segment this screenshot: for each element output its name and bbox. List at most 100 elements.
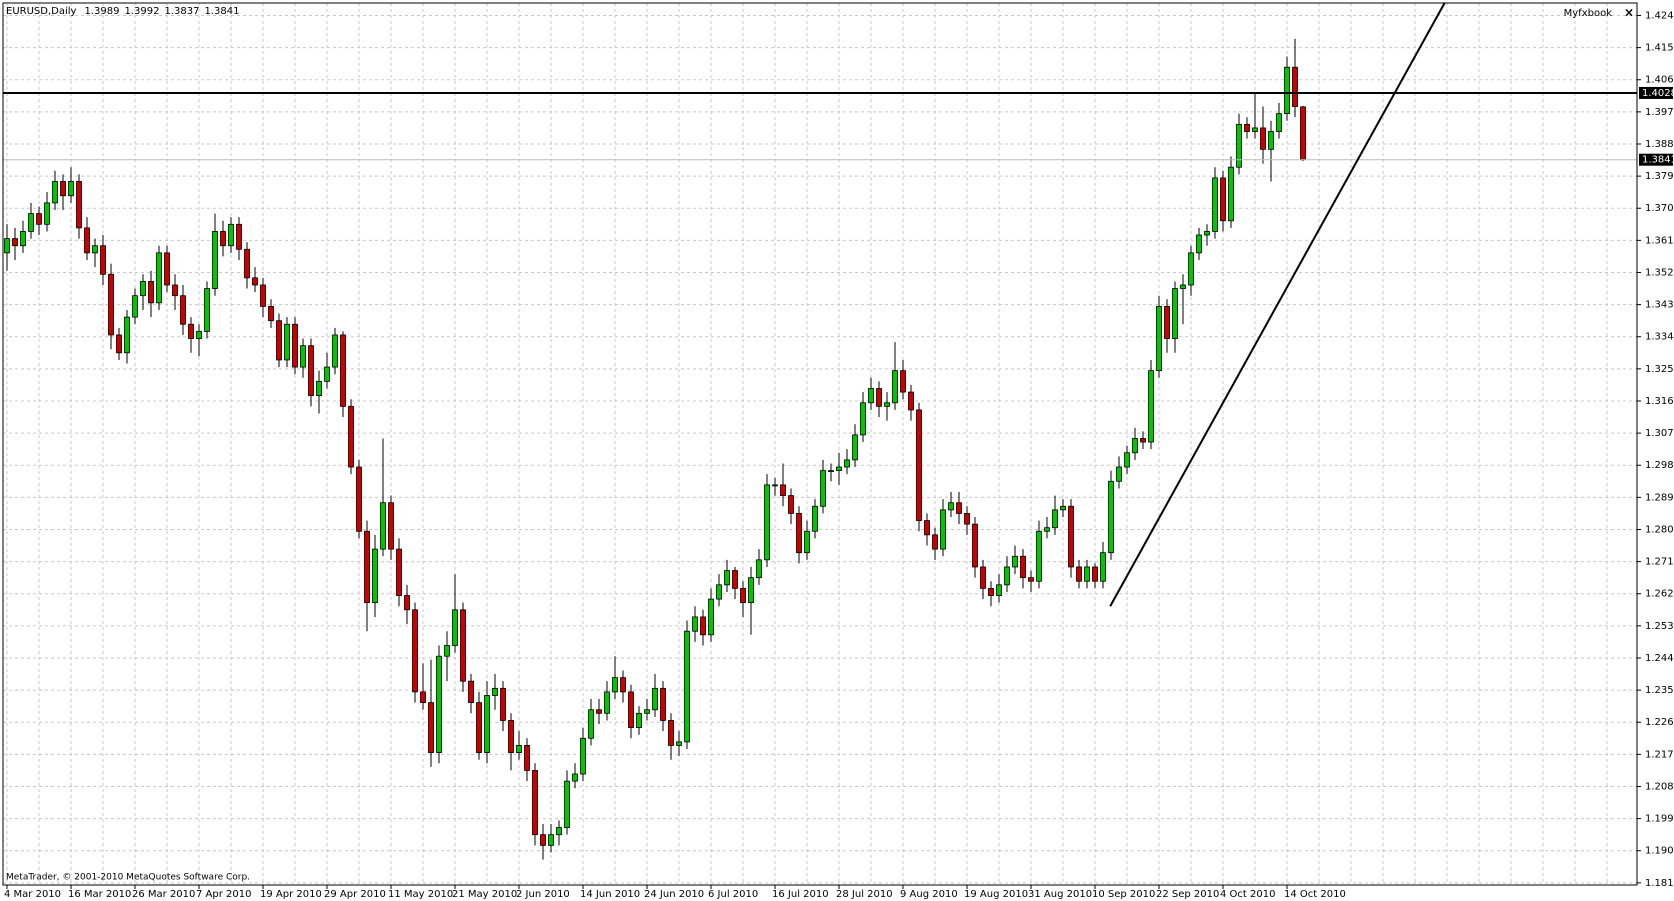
candle-body bbox=[1204, 231, 1210, 236]
candle-body bbox=[1188, 252, 1194, 286]
candle-body bbox=[1252, 127, 1258, 132]
candle-body bbox=[948, 502, 954, 511]
candle-body bbox=[500, 687, 506, 721]
x-tick-label: 19 Aug 2010 bbox=[964, 889, 1028, 900]
y-tick-label: 1.3345 bbox=[1645, 332, 1674, 343]
candle-body bbox=[252, 277, 258, 286]
candle-body bbox=[1156, 305, 1162, 372]
candle-body bbox=[1228, 166, 1234, 222]
candle-body bbox=[548, 834, 554, 846]
candle-body bbox=[572, 773, 578, 782]
candle-body bbox=[124, 316, 130, 354]
candle-body bbox=[588, 709, 594, 739]
header: EURUSD,Daily 1.3989 1.3992 1.3837 1.3841 bbox=[6, 6, 239, 17]
candle-body bbox=[12, 238, 18, 247]
candle-body bbox=[860, 402, 866, 436]
candle-body bbox=[876, 388, 882, 407]
candle-body bbox=[740, 587, 746, 604]
y-tick-label: 1.3525 bbox=[1645, 267, 1674, 278]
candle-body bbox=[1292, 66, 1298, 107]
x-tick-label: 24 Jun 2010 bbox=[644, 889, 704, 900]
x-tick-label: 7 Apr 2010 bbox=[196, 889, 251, 900]
candle-body bbox=[20, 231, 26, 247]
x-tick-label: 22 Sep 2010 bbox=[1156, 889, 1219, 900]
y-tick-label: 1.2445 bbox=[1645, 653, 1674, 664]
candle-body bbox=[684, 630, 690, 743]
x-tick-label: 6 Jul 2010 bbox=[708, 889, 758, 900]
candle-body bbox=[828, 470, 834, 472]
candle-body bbox=[1260, 127, 1266, 150]
plot-frame bbox=[2, 2, 1638, 886]
x-tick-label: 11 May 2010 bbox=[388, 889, 453, 900]
candle-body bbox=[596, 709, 602, 714]
candle-body bbox=[1140, 438, 1146, 443]
x-tick-label: 29 Apr 2010 bbox=[324, 889, 386, 900]
candle-body bbox=[748, 577, 754, 604]
x-tick-label: 16 Jul 2010 bbox=[772, 889, 829, 900]
candle-body bbox=[772, 484, 778, 487]
candle-body bbox=[1036, 530, 1042, 582]
candle-body bbox=[52, 181, 58, 204]
candle-body bbox=[268, 305, 274, 322]
candle-body bbox=[196, 330, 202, 339]
open-price: 1.3989 bbox=[84, 6, 119, 17]
candle-body bbox=[900, 370, 906, 393]
x-tick-label: 28 Jul 2010 bbox=[836, 889, 893, 900]
candle-body bbox=[780, 484, 786, 496]
y-tick-label: 1.2715 bbox=[1645, 557, 1674, 568]
candle-body bbox=[1044, 527, 1050, 532]
candle-body bbox=[756, 559, 762, 579]
footer: MetaTrader, © 2001-2010 MetaQuotes Softw… bbox=[6, 873, 250, 883]
candle-body bbox=[4, 238, 10, 254]
candle-body bbox=[28, 213, 34, 232]
candle-body bbox=[372, 548, 378, 604]
low-price: 1.3837 bbox=[164, 6, 199, 17]
candle-body bbox=[484, 695, 490, 753]
candle-body bbox=[324, 366, 330, 382]
candle-body bbox=[1172, 288, 1178, 339]
candle-body bbox=[356, 466, 362, 532]
x-tick-label: 2 Jun 2010 bbox=[516, 889, 570, 900]
candle-body bbox=[1244, 123, 1250, 132]
candle-body bbox=[708, 598, 714, 636]
candle-body bbox=[540, 834, 546, 846]
candle-body bbox=[820, 470, 826, 507]
candle-body bbox=[940, 509, 946, 550]
candle-body bbox=[1076, 566, 1082, 582]
candle-body bbox=[348, 405, 354, 468]
candle-body bbox=[36, 213, 42, 225]
candle-body bbox=[164, 252, 170, 286]
x-tick-label: 19 Apr 2010 bbox=[260, 889, 322, 900]
candle-body bbox=[364, 530, 370, 604]
y-tick-label: 1.4065 bbox=[1645, 75, 1674, 86]
candle-body bbox=[1012, 555, 1018, 568]
y-tick-label: 1.2355 bbox=[1645, 685, 1674, 696]
candle-body bbox=[204, 288, 210, 332]
candle-body bbox=[1276, 113, 1282, 132]
y-tick-label: 1.3975 bbox=[1645, 107, 1674, 118]
candle-body bbox=[524, 745, 530, 771]
candle-body bbox=[84, 227, 90, 254]
candle-body bbox=[884, 402, 890, 407]
y-tick-label: 1.1815 bbox=[1645, 878, 1674, 889]
close-button[interactable]: × bbox=[1624, 6, 1634, 20]
candle-body bbox=[516, 745, 522, 753]
candle-body bbox=[1060, 505, 1066, 511]
candle-body bbox=[452, 609, 458, 646]
y-tick-label: 1.3885 bbox=[1645, 139, 1674, 150]
high-price: 1.3992 bbox=[124, 6, 159, 17]
candle-body bbox=[244, 248, 250, 279]
candle-body bbox=[44, 202, 50, 225]
candle-body bbox=[996, 584, 1002, 596]
candle-body bbox=[980, 566, 986, 589]
x-tick-label: 4 Mar 2010 bbox=[4, 889, 61, 900]
candle-body bbox=[156, 252, 162, 304]
symbol: EURUSD,Daily bbox=[6, 6, 77, 17]
candle-body bbox=[692, 616, 698, 632]
candle-body bbox=[388, 502, 394, 550]
candle-body bbox=[844, 459, 850, 468]
candle-body bbox=[140, 281, 146, 297]
candle-body bbox=[812, 505, 818, 532]
